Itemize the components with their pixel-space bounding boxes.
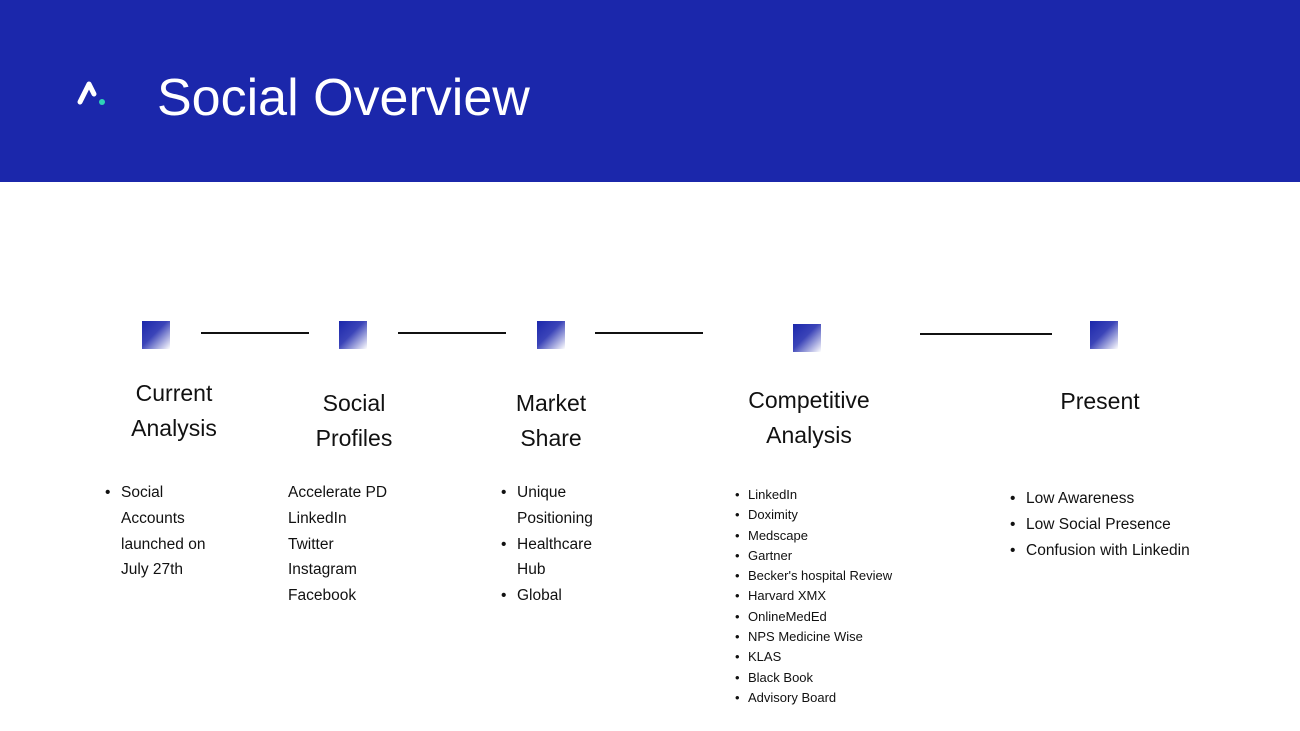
list-item: Global xyxy=(501,583,611,609)
list-item: LinkedIn xyxy=(288,509,347,527)
list-item: OnlineMedEd xyxy=(735,607,955,628)
list-item: Healthcare Hub xyxy=(501,532,611,584)
heading-line: Market xyxy=(515,390,587,416)
list-item: Black Book xyxy=(735,668,955,689)
heading-line: Analysis xyxy=(131,415,217,441)
heading-line: Profiles xyxy=(315,425,393,451)
list-item: Instagram xyxy=(288,561,357,579)
timeline-marker xyxy=(537,321,565,349)
page-title: Social Overview xyxy=(157,69,530,127)
list-item: Gartner xyxy=(735,546,955,567)
list-item: Confusion with Linkedin xyxy=(1010,538,1250,564)
timeline-marker xyxy=(1090,321,1118,349)
list-item: NPS Medicine Wise xyxy=(735,627,955,648)
step-heading-present: Present xyxy=(1020,384,1180,419)
list-item: KLAS xyxy=(735,647,955,668)
list-item: Harvard XMX xyxy=(735,586,955,607)
timeline-marker xyxy=(339,321,367,349)
list-item: Accelerate PD xyxy=(288,484,388,501)
list-item: Low Awareness xyxy=(1010,486,1250,512)
list-item: Unique Positioning xyxy=(501,480,611,532)
list-item: Twitter xyxy=(288,535,334,553)
heading-line: Current xyxy=(135,380,213,406)
heading-line: Analysis xyxy=(766,422,852,448)
list-item: Low Social Presence xyxy=(1010,512,1250,538)
timeline-marker xyxy=(793,324,821,352)
timeline-connector xyxy=(201,332,309,334)
heading-line: Present xyxy=(1060,388,1140,414)
social-profiles-list: Accelerate PD LinkedIn Twitter Instagram… xyxy=(288,480,438,609)
list-item: Doximity xyxy=(735,505,955,526)
timeline-connector xyxy=(595,332,703,334)
list-item: LinkedIn xyxy=(735,485,955,506)
step-heading-competitive-analysis: Competitive Analysis xyxy=(709,383,909,453)
market-share-list: Unique Positioning Healthcare Hub Global xyxy=(501,480,611,609)
list-item: Becker's hospital Review xyxy=(735,566,955,587)
list-item: Social Accounts launched on July 27th xyxy=(105,480,225,583)
step-heading-current-analysis: Current Analysis xyxy=(94,376,254,446)
step-heading-market-share: Market Share xyxy=(471,386,631,456)
list-item: Advisory Board xyxy=(735,688,955,709)
logo-icon xyxy=(77,81,105,105)
heading-line: Social xyxy=(322,390,386,416)
heading-line: Competitive xyxy=(748,387,870,413)
timeline-connector xyxy=(398,332,506,334)
title-banner: Social Overview xyxy=(0,0,1300,182)
list-item: Medscape xyxy=(735,526,955,547)
present-list: Low Awareness Low Social Presence Confus… xyxy=(1010,486,1250,563)
current-analysis-list: Social Accounts launched on July 27th xyxy=(105,480,225,583)
timeline-marker xyxy=(142,321,170,349)
heading-line: Share xyxy=(520,425,582,451)
timeline-connector xyxy=(920,333,1052,335)
list-item: Facebook xyxy=(288,587,357,605)
step-heading-social-profiles: Social Profiles xyxy=(274,386,434,456)
competitive-analysis-list: LinkedIn Doximity Medscape Gartner Becke… xyxy=(735,485,955,709)
